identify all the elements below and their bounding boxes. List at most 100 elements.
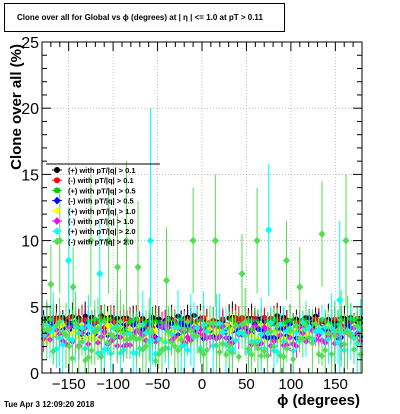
data-point [200, 350, 207, 358]
data-point [59, 327, 66, 336]
data-point [69, 336, 76, 344]
data-point [229, 349, 236, 357]
legend-marker [54, 167, 60, 173]
data-point [104, 321, 111, 329]
data-point [120, 329, 127, 337]
data-point [319, 328, 325, 336]
x-tick-label: −150 [52, 376, 86, 393]
data-point [210, 319, 217, 327]
data-point [66, 342, 73, 351]
data-point [251, 322, 258, 330]
legend-marker [53, 237, 61, 246]
data-point [69, 354, 76, 362]
data-point [293, 328, 300, 336]
data-point [114, 324, 121, 332]
x-tick-label: 0 [198, 376, 206, 393]
y-axis-label: Clone over all (%) [8, 44, 25, 170]
data-point [312, 319, 319, 328]
data-point [344, 329, 351, 337]
plot-title: Clone over all for Global vs ϕ (degrees)… [17, 13, 263, 22]
data-point [152, 357, 159, 365]
legend-marker [53, 196, 61, 205]
legend-label: (+) with pT/|q| > 0.5 [68, 186, 136, 195]
data-point [191, 331, 197, 339]
x-tick-label: 50 [238, 376, 255, 393]
data-point [255, 344, 261, 353]
data-point [178, 336, 185, 344]
legend-label: (+) with pT/|q| > 2.0 [68, 227, 136, 236]
data-point [79, 338, 85, 346]
data-point [43, 326, 50, 334]
legend-marker [53, 227, 61, 236]
data-point [303, 321, 309, 329]
data-point [171, 342, 178, 350]
data-point [53, 321, 60, 329]
data-point [267, 327, 274, 335]
data-point [351, 345, 357, 354]
data-point [53, 345, 60, 353]
data-point [296, 334, 303, 342]
data-point [104, 339, 111, 347]
data-point [336, 296, 344, 305]
data-point [91, 328, 98, 337]
data-point [216, 348, 223, 356]
x-tick-label: −50 [145, 376, 170, 393]
y-tick-label: 0 [30, 366, 39, 383]
data-point [264, 351, 271, 360]
legend-label: (+) with pT/|q| > 0.1 [68, 166, 136, 175]
data-point [69, 282, 77, 291]
data-point [232, 322, 239, 330]
data-point [238, 269, 246, 278]
data-point [88, 346, 95, 355]
data-point [258, 352, 265, 360]
data-point [282, 256, 290, 265]
data-point [235, 353, 242, 361]
data-point [88, 324, 95, 332]
legend-label: (+) with pT/|q| > 1.0 [68, 207, 136, 216]
data-point [50, 347, 57, 356]
data-point [283, 345, 290, 353]
data-point [65, 256, 73, 265]
data-point [226, 342, 233, 350]
data-point [287, 327, 293, 335]
data-point [127, 335, 133, 343]
data-point [328, 350, 335, 358]
data-point [318, 229, 326, 238]
data-point [181, 325, 188, 333]
data-point [72, 319, 79, 328]
data-point [175, 346, 181, 354]
data-point [274, 322, 281, 330]
data-point [219, 328, 226, 336]
data-point [354, 322, 361, 330]
data-point [253, 236, 261, 245]
data-point [98, 353, 105, 361]
data-point [96, 269, 104, 278]
data-point [274, 348, 281, 356]
data-point [134, 263, 142, 272]
data-point [162, 276, 170, 285]
data-point [146, 236, 154, 245]
data-point [299, 335, 306, 343]
data-point [143, 342, 149, 350]
data-point [261, 347, 268, 355]
data-point [114, 263, 122, 272]
data-point [248, 351, 255, 359]
data-point [219, 340, 226, 348]
data-point [130, 332, 137, 340]
data-point [322, 346, 329, 354]
x-axis-label: ϕ (degrees) [277, 392, 360, 409]
y-tick-label: 15 [21, 167, 39, 184]
data-point [162, 344, 169, 352]
data-point [325, 329, 332, 338]
legend-marker [53, 217, 61, 225]
legend-label: (-) with pT/|q| > 2.0 [68, 237, 134, 246]
y-tick-label: 10 [21, 234, 39, 251]
data-point [123, 336, 130, 344]
x-tick-label: 100 [278, 376, 303, 393]
data-point [111, 333, 117, 341]
data-point [155, 350, 162, 358]
legend-label: (-) with pT/|q| > 0.1 [68, 176, 134, 185]
data-point [139, 346, 146, 354]
data-point [277, 320, 284, 329]
